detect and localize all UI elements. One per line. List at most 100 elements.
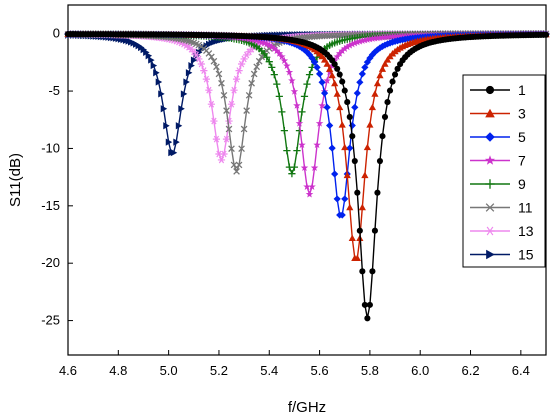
- legend-marker: [485, 85, 495, 95]
- y-tick-label: 0: [53, 26, 60, 41]
- legend-item: 7: [470, 153, 526, 169]
- data-point: [378, 65, 387, 72]
- data-point: [371, 34, 379, 42]
- x-tick-label: 5.0: [160, 363, 178, 378]
- data-point: [295, 119, 304, 127]
- data-point: [197, 60, 205, 68]
- data-point: [145, 52, 153, 60]
- data-point: [348, 234, 356, 242]
- y-tick-label: -15: [41, 198, 60, 213]
- data-point: [389, 78, 396, 85]
- legend-item: 1: [470, 82, 526, 98]
- legend-marker: [486, 249, 495, 260]
- data-point: [341, 87, 348, 94]
- data-point: [300, 92, 309, 100]
- data-point: [373, 79, 382, 87]
- data-point: [263, 53, 271, 61]
- data-point: [366, 54, 374, 62]
- data-point: [150, 61, 158, 70]
- data-point: [396, 32, 404, 40]
- data-point: [376, 71, 384, 79]
- data-point: [353, 254, 361, 262]
- y-axis-title: S11(dB): [7, 153, 24, 207]
- legend-label: 11: [518, 200, 533, 216]
- data-point: [293, 101, 301, 109]
- x-tick-label: 5.6: [311, 363, 329, 378]
- data-point: [323, 60, 331, 67]
- data-point: [220, 91, 228, 99]
- legend-item: 13: [470, 223, 534, 239]
- data-point: [303, 182, 311, 190]
- data-point: [280, 56, 289, 64]
- data-point: [349, 133, 356, 140]
- legend-label: 3: [518, 106, 526, 122]
- y-tick-label: -5: [48, 83, 60, 98]
- data-point: [308, 54, 316, 62]
- data-point: [346, 113, 353, 120]
- data-point: [333, 32, 341, 39]
- data-point: [243, 107, 250, 114]
- data-point: [323, 32, 331, 40]
- legend-item: 11: [470, 200, 533, 216]
- data-point: [321, 56, 329, 63]
- data-point: [305, 51, 314, 59]
- legend-marker: [484, 155, 496, 165]
- data-point: [338, 211, 346, 219]
- data-point: [341, 195, 349, 203]
- data-point: [340, 44, 349, 52]
- data-point: [225, 125, 233, 133]
- data-point: [230, 86, 238, 94]
- data-point: [348, 40, 357, 48]
- data-point: [331, 32, 339, 39]
- data-point: [333, 90, 341, 97]
- data-point: [359, 268, 366, 275]
- data-point: [381, 41, 389, 49]
- data-point: [328, 71, 336, 79]
- data-point: [205, 50, 213, 57]
- data-point: [344, 99, 351, 106]
- data-point: [270, 71, 278, 79]
- data-point: [386, 32, 394, 41]
- data-point: [235, 67, 243, 75]
- legend-label: 1: [518, 82, 526, 98]
- data-point: [230, 161, 238, 169]
- legend-marker: [485, 132, 495, 142]
- data-point: [363, 35, 372, 43]
- data-point: [366, 301, 373, 308]
- tick-layer: 4.6 4.8 5.0 5.2 5.4 5.6 5.8 6.0 6.2 6.4 0 -5 -10 -15 -…: [41, 26, 530, 378]
- data-point: [368, 34, 377, 42]
- data-point: [326, 32, 333, 40]
- legend-label: 15: [518, 247, 534, 263]
- data-point: [173, 138, 180, 146]
- series-1: [64, 31, 550, 322]
- data-point: [270, 44, 279, 52]
- data-point: [163, 122, 170, 130]
- data-point: [364, 315, 371, 322]
- y-tick-label: -10: [41, 140, 60, 155]
- data-point: [358, 203, 366, 211]
- data-point: [366, 121, 374, 128]
- data-point: [358, 36, 367, 44]
- data-point: [222, 135, 231, 143]
- data-point: [339, 78, 346, 85]
- data-point: [371, 227, 378, 234]
- data-point: [384, 99, 391, 106]
- data-point: [361, 63, 369, 71]
- data-point: [195, 55, 203, 63]
- data-point: [275, 92, 283, 100]
- data-point: [290, 163, 299, 171]
- data-point: [278, 52, 286, 60]
- data-point: [358, 70, 366, 78]
- data-point: [298, 108, 306, 116]
- x-tick-label: 4.6: [59, 363, 77, 378]
- data-point: [185, 69, 193, 77]
- data-point: [326, 65, 334, 72]
- data-point: [386, 87, 394, 94]
- data-point: [356, 78, 364, 86]
- legend-marker: [485, 226, 495, 236]
- data-point: [190, 56, 198, 64]
- legend-marker: [485, 108, 495, 118]
- legend-item: 15: [470, 247, 534, 263]
